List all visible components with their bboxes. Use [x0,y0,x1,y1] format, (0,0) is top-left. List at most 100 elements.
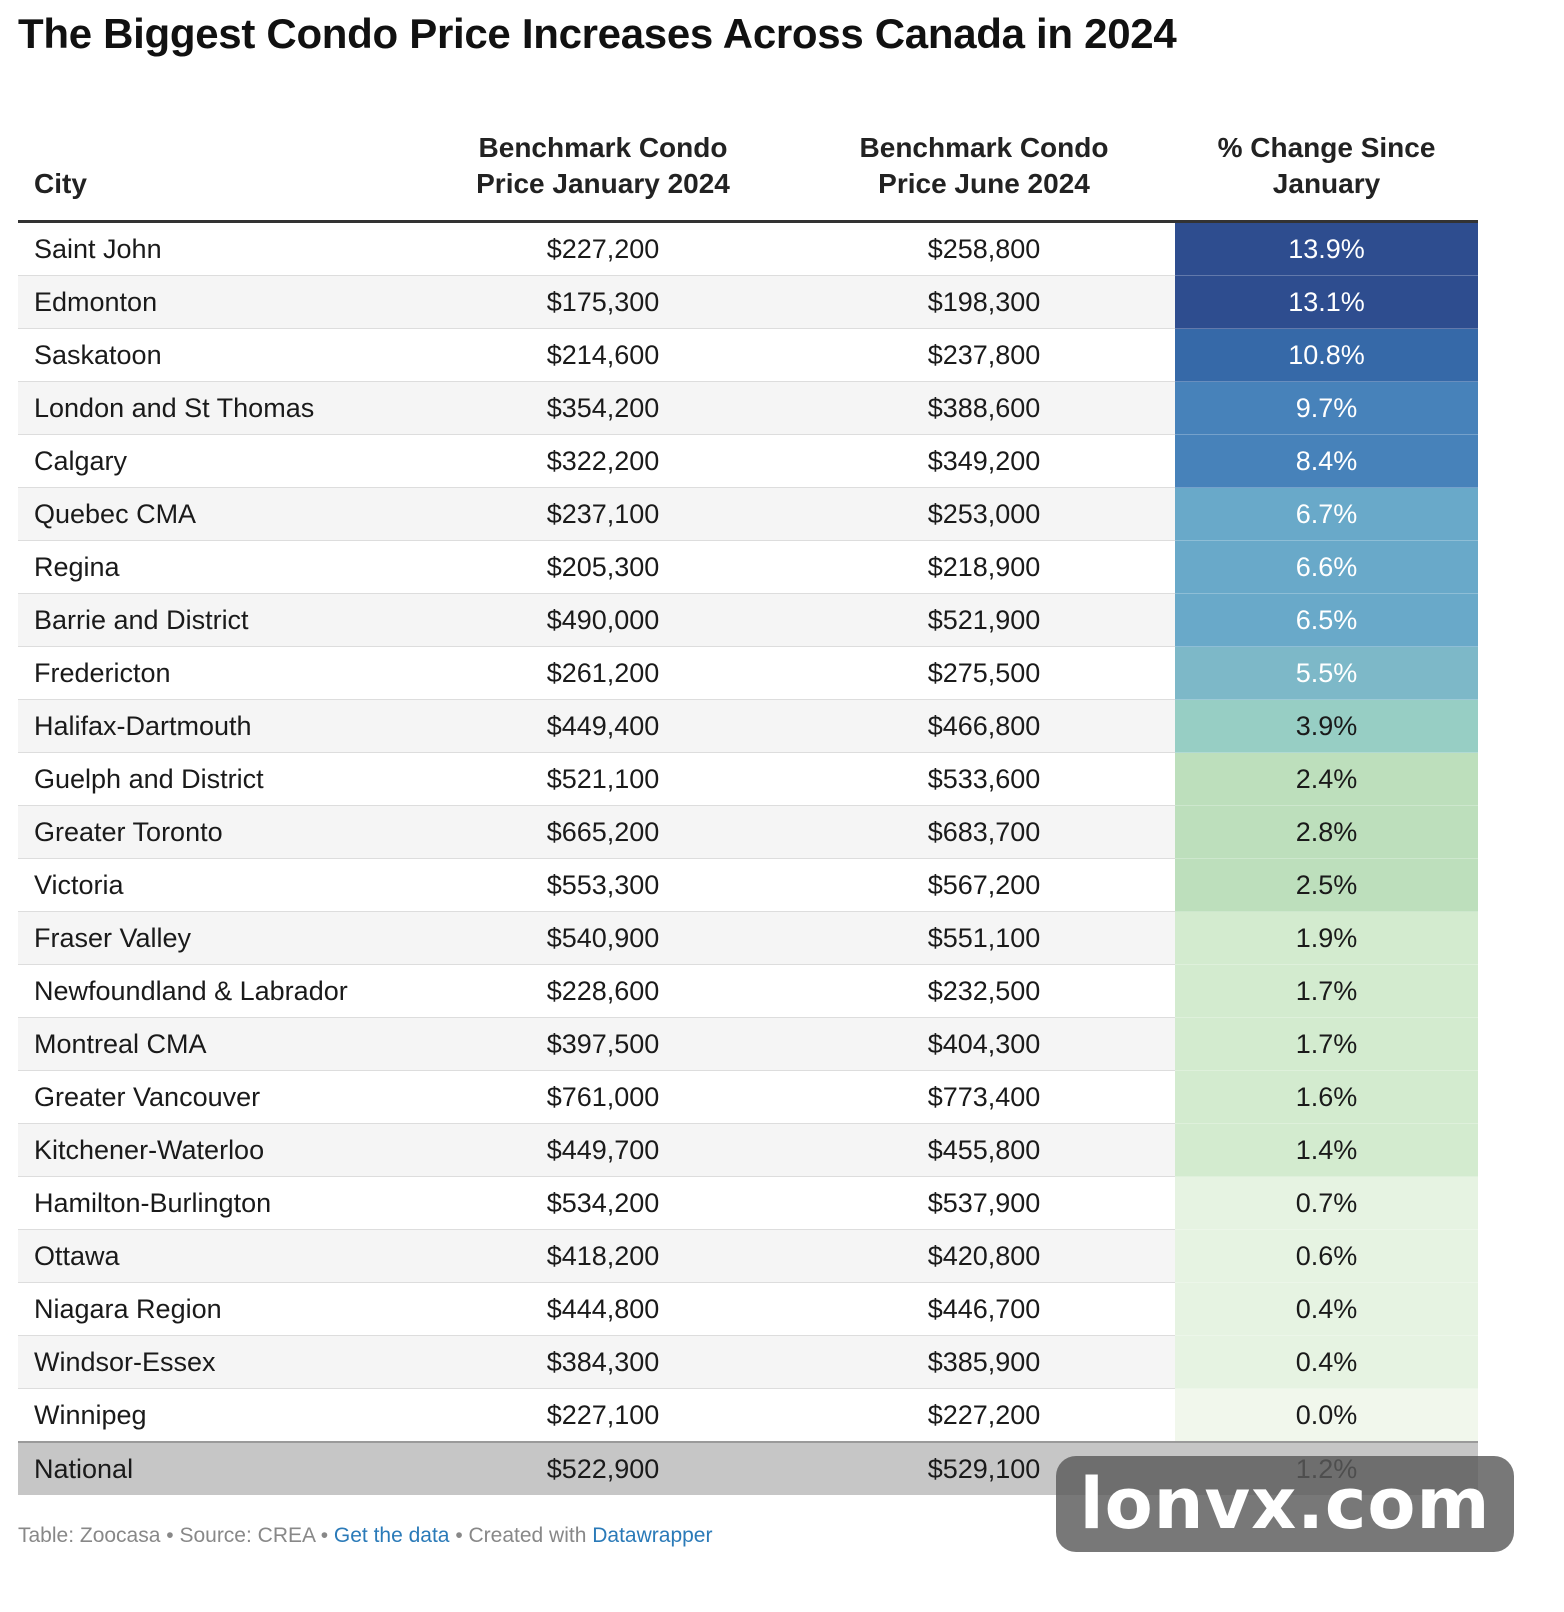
header-pct-change[interactable]: % Change Since January [1175,108,1478,223]
jan-price-cell: $534,200 [413,1176,793,1230]
table-row: Quebec CMA $237,100 $253,000 6.7% [18,487,1478,541]
table-row: Greater Toronto $665,200 $683,700 2.8% [18,805,1478,859]
jan-price-cell: $227,200 [413,221,793,276]
table-row: Montreal CMA $397,500 $404,300 1.7% [18,1017,1478,1071]
datawrapper-link[interactable]: Datawrapper [592,1524,713,1547]
city-cell: London and St Thomas [18,381,413,435]
jan-price-cell: $175,300 [413,275,793,329]
jan-price-cell: $665,200 [413,805,793,859]
pct-change-cell: 0.4% [1175,1282,1478,1336]
jun-price-cell: $237,800 [793,328,1175,382]
pct-change-cell: 0.6% [1175,1229,1478,1283]
pct-change-cell: 2.4% [1175,752,1478,806]
jan-price-cell: $521,100 [413,752,793,806]
footer-separator-1: • [160,1524,180,1547]
table-row: Edmonton $175,300 $198,300 13.1% [18,275,1478,329]
pct-change-cell: 6.6% [1175,540,1478,594]
pct-change-cell: 10.8% [1175,328,1478,382]
jan-price-cell: $397,500 [413,1017,793,1071]
get-the-data-link[interactable]: Get the data [333,1524,450,1547]
pct-change-cell: 8.4% [1175,434,1478,488]
jun-price-cell: $275,500 [793,646,1175,700]
watermark-badge: lonvx.com [1056,1456,1514,1552]
city-cell: Victoria [18,858,413,912]
jun-price-cell: $253,000 [793,487,1175,541]
header-jun-line-2: Price June 2024 [878,168,1090,199]
jan-price-cell: $237,100 [413,487,793,541]
jan-price-cell: $228,600 [413,964,793,1018]
city-cell: Ottawa [18,1229,413,1283]
jun-price-cell: $258,800 [793,221,1175,276]
footer-source: Source: CREA [179,1524,315,1547]
city-cell: Halifax-Dartmouth [18,699,413,753]
jan-price-cell: $418,200 [413,1229,793,1283]
header-pct-line-2: January [1272,168,1381,199]
header-jan-line-2: Price January 2024 [476,168,730,199]
jun-price-cell: $455,800 [793,1123,1175,1177]
table-row: Saskatoon $214,600 $237,800 10.8% [18,328,1478,382]
condo-price-table: City Benchmark Condo Price January 2024 … [18,108,1478,1495]
jan-price-cell: $354,200 [413,381,793,435]
table-row: Victoria $553,300 $567,200 2.5% [18,858,1478,912]
table-row: Halifax-Dartmouth $449,400 $466,800 3.9% [18,699,1478,753]
city-cell: Fredericton [18,646,413,700]
jan-price-cell: $490,000 [413,593,793,647]
jan-price-cell: $261,200 [413,646,793,700]
jun-price-cell: $349,200 [793,434,1175,488]
jan-price-cell: $227,100 [413,1388,793,1443]
table-row: Ottawa $418,200 $420,800 0.6% [18,1229,1478,1283]
pct-change-cell: 0.0% [1175,1388,1478,1443]
city-cell: Greater Vancouver [18,1070,413,1124]
pct-change-cell: 1.9% [1175,911,1478,965]
jun-price-cell: $466,800 [793,699,1175,753]
table-row: Calgary $322,200 $349,200 8.4% [18,434,1478,488]
jun-price-cell: $521,900 [793,593,1175,647]
pct-change-cell: 1.6% [1175,1070,1478,1124]
city-cell: Calgary [18,434,413,488]
jun-price-cell: $551,100 [793,911,1175,965]
table-row: Newfoundland & Labrador $228,600 $232,500 1… [18,964,1478,1018]
table-row: London and St Thomas $354,200 $388,600 9.7% [18,381,1478,435]
header-city[interactable]: City [18,108,413,223]
jan-price-cell: $205,300 [413,540,793,594]
jun-price-cell: $218,900 [793,540,1175,594]
jun-price-cell: $533,600 [793,752,1175,806]
table-row: Kitchener-Waterloo $449,700 $455,800 1.4% [18,1123,1478,1177]
jun-price-cell: $227,200 [793,1388,1175,1443]
city-cell: Saint John [18,221,413,276]
footer-table-credit: Table: Zoocasa [18,1524,161,1547]
jan-price-cell: $384,300 [413,1335,793,1389]
jan-price-cell: $553,300 [413,858,793,912]
header-jun-price[interactable]: Benchmark Condo Price June 2024 [793,108,1175,223]
table-body: Saint John $227,200 $258,800 13.9% Edmonton $… [18,221,1478,1443]
pct-change-cell: 2.8% [1175,805,1478,859]
jun-price-cell: $683,700 [793,805,1175,859]
jun-price-cell: $388,600 [793,381,1175,435]
jun-price-cell: $773,400 [793,1070,1175,1124]
city-cell: Newfoundland & Labrador [18,964,413,1018]
city-cell: Windsor-Essex [18,1335,413,1389]
city-cell: Fraser Valley [18,911,413,965]
table-row: Hamilton-Burlington $534,200 $537,900 0.7% [18,1176,1478,1230]
city-cell: Regina [18,540,413,594]
table-row: Windsor-Essex $384,300 $385,900 0.4% [18,1335,1478,1389]
header-jan-line-1: Benchmark Condo [478,132,728,163]
header-jan-price[interactable]: Benchmark Condo Price January 2024 [413,108,793,223]
city-cell: Hamilton-Burlington [18,1176,413,1230]
national-city-cell: National [18,1441,413,1495]
pct-change-cell: 6.7% [1175,487,1478,541]
jan-price-cell: $449,400 [413,699,793,753]
jun-price-cell: $232,500 [793,964,1175,1018]
jun-price-cell: $446,700 [793,1282,1175,1336]
table-row: Fraser Valley $540,900 $551,100 1.9% [18,911,1478,965]
pct-change-cell: 0.4% [1175,1335,1478,1389]
table-row: Guelph and District $521,100 $533,600 2.4% [18,752,1478,806]
jun-price-cell: $404,300 [793,1017,1175,1071]
pct-change-cell: 1.7% [1175,964,1478,1018]
footer-separator-2: • [314,1524,334,1547]
jun-price-cell: $567,200 [793,858,1175,912]
table-header-row: City Benchmark Condo Price January 2024 … [18,108,1478,223]
pct-change-cell: 2.5% [1175,858,1478,912]
city-cell: Kitchener-Waterloo [18,1123,413,1177]
city-cell: Edmonton [18,275,413,329]
